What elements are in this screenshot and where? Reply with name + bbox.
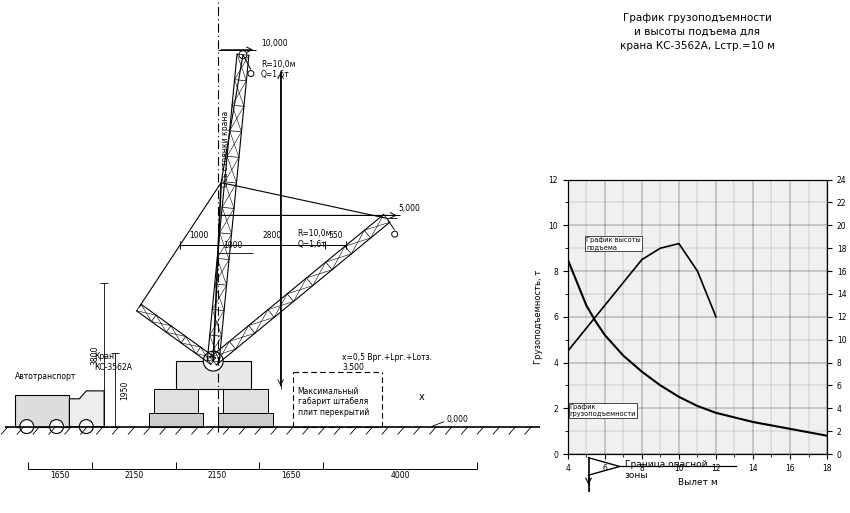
Text: 550: 550 xyxy=(328,231,343,240)
Circle shape xyxy=(20,420,34,433)
Circle shape xyxy=(79,420,94,433)
Text: 1650: 1650 xyxy=(281,471,301,480)
Polygon shape xyxy=(70,391,104,427)
Text: Максимальный
габарит штабеля
плит перекрытий: Максимальный габарит штабеля плит перекр… xyxy=(298,387,369,417)
Text: 2800: 2800 xyxy=(262,231,281,240)
Text: Кран
КС-3562А: Кран КС-3562А xyxy=(94,352,133,372)
Text: 3800: 3800 xyxy=(90,345,99,365)
Bar xyxy=(223,389,268,412)
Text: Автотранспорт: Автотранспорт xyxy=(14,372,76,382)
Text: 1650: 1650 xyxy=(50,471,70,480)
Text: 4000: 4000 xyxy=(390,471,410,480)
Text: 1000: 1000 xyxy=(224,241,243,250)
Bar xyxy=(154,389,198,412)
Text: x=0,5 Врг.+Lрг.+Lотз.: x=0,5 Врг.+Lрг.+Lотз. xyxy=(342,353,432,362)
Bar xyxy=(218,412,273,427)
Text: 1000: 1000 xyxy=(190,231,209,240)
Text: 10,000: 10,000 xyxy=(261,39,287,48)
Text: График грузоподъемности
и высоты подъема для
крана КС-3562А, Lстр.=10 м: График грузоподъемности и высоты подъема… xyxy=(620,13,774,51)
Text: Граница опасной
зоны: Граница опасной зоны xyxy=(625,460,707,480)
X-axis label: Вылет м: Вылет м xyxy=(677,478,717,487)
Bar xyxy=(149,412,203,427)
Text: x: x xyxy=(418,392,424,402)
Circle shape xyxy=(203,351,223,371)
Text: R=10,0м
Q=1,6т: R=10,0м Q=1,6т xyxy=(261,60,295,79)
Text: 5,000: 5,000 xyxy=(399,204,421,213)
Text: 3.500: 3.500 xyxy=(342,363,364,372)
Circle shape xyxy=(49,420,64,433)
Text: R=10,0м
Q=1,6т: R=10,0м Q=1,6т xyxy=(298,229,332,249)
Text: 2150: 2150 xyxy=(124,471,144,480)
Text: Ось стоянки крана: Ось стоянки крана xyxy=(221,111,230,187)
Text: График
грузоподъемности: График грузоподъемности xyxy=(570,404,636,417)
FancyBboxPatch shape xyxy=(14,395,70,427)
Y-axis label: Грузоподъемность, т: Грузоподъемность, т xyxy=(534,270,543,364)
Text: 2150: 2150 xyxy=(207,471,227,480)
Text: 1950: 1950 xyxy=(120,380,129,400)
Bar xyxy=(175,361,251,389)
Text: 0,000: 0,000 xyxy=(446,415,468,424)
Text: График высоты
подъема: График высоты подъема xyxy=(586,236,641,250)
